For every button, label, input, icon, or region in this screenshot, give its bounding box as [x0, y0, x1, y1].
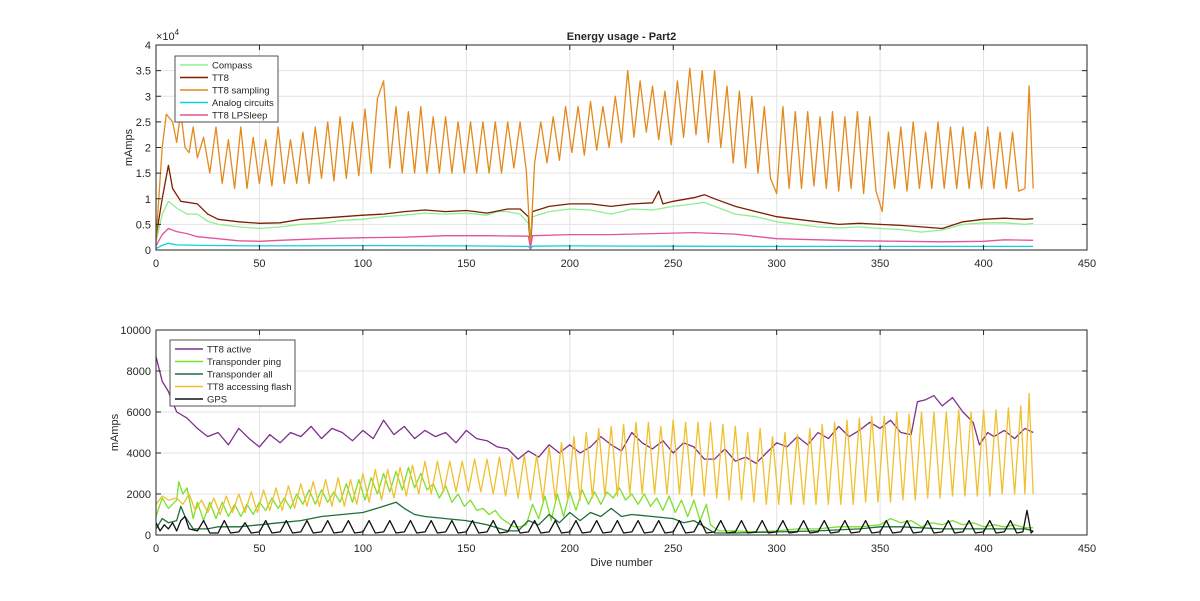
x-tick-label: 450: [1078, 258, 1096, 270]
x-tick-label: 300: [767, 258, 785, 270]
x-axis-label: Dive number: [590, 557, 653, 569]
y-tick-label: 6000: [127, 407, 151, 419]
y-tick-label: 1: [145, 194, 151, 206]
dive-number-plot: 0 50 100 150 200 250 300 350 400 450 0 2000 4000 6000…: [109, 325, 1096, 569]
legend-label-transponder-all: Transponder all: [207, 370, 273, 381]
series-line-gps: [155, 509, 1034, 534]
x-tick-label: 450: [1078, 543, 1096, 555]
x-tick-label: 100: [354, 258, 372, 270]
x-tick-label: 400: [974, 543, 992, 555]
series-line-tt8-sampling: [155, 67, 1034, 246]
legend-label-tt8-lpsleep: TT8 LPSleep: [212, 111, 267, 122]
x-tick-label: 50: [253, 258, 265, 270]
legend-label-transponder-ping: Transponder ping: [207, 357, 281, 368]
legend-label-analog-circuits: Analog circuits: [212, 98, 274, 109]
y-tick-label: 0.5: [136, 219, 151, 231]
x-tick-label: 300: [767, 543, 785, 555]
y-tick-label: 2.5: [136, 117, 151, 129]
series-line-tt8-active: [155, 356, 1034, 464]
x-tick-label: 350: [871, 543, 889, 555]
x-tick-label: 200: [561, 543, 579, 555]
x-tick-label: 100: [354, 543, 372, 555]
y-tick-label: 10000: [120, 325, 151, 337]
series-line-transponder-ping: [155, 466, 1034, 533]
series-line-tt8: [155, 164, 1034, 248]
y-tick-label: 2: [145, 143, 151, 155]
series-line-tt8-lpsleep: [155, 227, 1034, 249]
y-axis-label: mAmps: [123, 128, 135, 166]
x-tick-label: 150: [457, 543, 475, 555]
x-tick-label: 200: [561, 258, 579, 270]
y-tick-label: 3.5: [136, 66, 151, 78]
energy-usage-part2-plot: 0 50 100 150 200 250 300 350 400 450 0 0.5 1 1.5 2 2.5 3…: [123, 28, 1096, 270]
x-tick-label: 250: [664, 258, 682, 270]
series-line-tt8-accessing-flash: [155, 392, 1034, 516]
chart-title: Energy usage - Part2: [567, 31, 676, 43]
y-tick-label: 3: [145, 91, 151, 103]
x-tick-label: 250: [664, 543, 682, 555]
x-tick-label: 150: [457, 258, 475, 270]
x-tick-label: 350: [871, 258, 889, 270]
y-tick-label: 4: [145, 40, 151, 52]
x-tick-label: 0: [153, 258, 159, 270]
legend-label-tt8-accessing-flash: TT8 accessing flash: [207, 382, 291, 393]
legend-label-compass: Compass: [212, 61, 252, 72]
x-tick-label: 400: [974, 258, 992, 270]
y-tick-label: 8000: [127, 366, 151, 378]
axes-box: [155, 329, 1088, 536]
legend-box: [174, 55, 279, 123]
y-tick-label: 2000: [127, 489, 151, 501]
y-tick-label: 1.5: [136, 168, 151, 180]
series-line-analog-circuits: [155, 242, 1034, 250]
y-tick-label: 0: [145, 530, 151, 542]
legend-label-tt8: TT8: [212, 73, 229, 84]
legend-label-tt8-sampling: TT8 sampling: [212, 86, 270, 97]
y-exponent-label: ×104: [156, 28, 180, 43]
y-axis-label: mAmps: [109, 413, 121, 451]
legend-label-tt8-active: TT8 active: [207, 345, 251, 356]
x-tick-label: 0: [153, 543, 159, 555]
y-tick-label: 4000: [127, 448, 151, 460]
legend-label-gps: GPS: [207, 395, 227, 406]
y-tick-label: 0: [145, 245, 151, 257]
x-tick-label: 50: [253, 543, 265, 555]
legend-box: [169, 339, 296, 407]
